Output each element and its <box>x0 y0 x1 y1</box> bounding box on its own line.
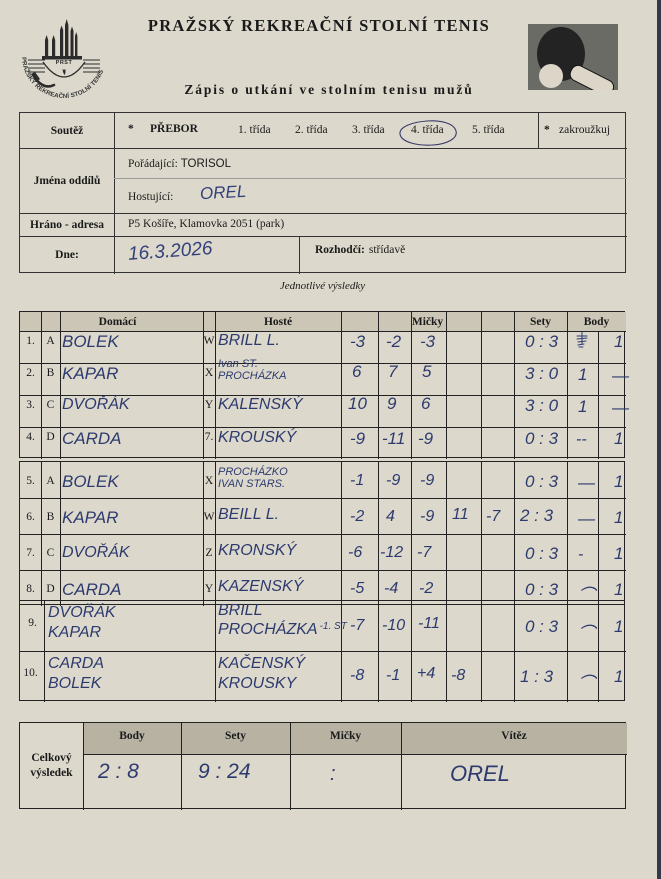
svg-text:PRST: PRST <box>56 60 73 66</box>
